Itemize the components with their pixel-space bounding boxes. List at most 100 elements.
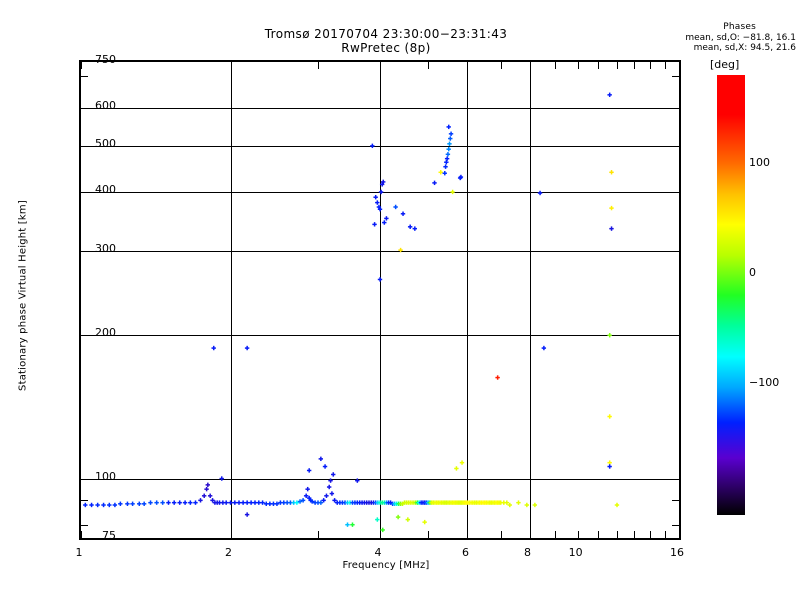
scatter-svg: [83, 92, 620, 533]
data-point: [380, 527, 385, 533]
data-point: [405, 517, 410, 522]
gridline-vertical: [530, 62, 531, 538]
data-point: [355, 500, 360, 505]
data-point: [328, 478, 333, 483]
data-point: [244, 500, 250, 505]
data-point: [459, 460, 465, 465]
data-point: [252, 500, 258, 505]
data-point: [447, 141, 452, 146]
axis-tick: [617, 62, 618, 69]
data-point: [537, 190, 543, 196]
data-point: [305, 486, 310, 492]
data-point: [375, 200, 380, 205]
axis-tick: [555, 531, 556, 538]
data-point: [324, 493, 329, 498]
data-point: [400, 501, 405, 506]
data-point: [355, 478, 360, 483]
data-point: [377, 277, 383, 282]
data-point: [448, 136, 453, 141]
data-point: [308, 498, 313, 503]
data-point: [442, 170, 447, 176]
axis-tick: [665, 62, 666, 69]
data-point: [524, 502, 529, 508]
gridline-vertical: [231, 62, 232, 538]
data-point: [278, 500, 283, 505]
axis-tick: [428, 62, 429, 69]
data-point: [322, 464, 328, 469]
data-point: [352, 500, 358, 505]
data-point: [198, 498, 203, 503]
colorbar-tick-label: 100: [749, 156, 770, 169]
data-point: [370, 143, 375, 149]
axis-tick: [501, 531, 502, 538]
data-point: [337, 500, 343, 505]
data-point: [516, 500, 521, 505]
data-point: [446, 124, 451, 130]
data-point: [329, 491, 335, 496]
axis-tick: [598, 62, 599, 69]
y-axis-title: Stationary phase Virtual Height [km]: [17, 200, 29, 391]
data-point: [382, 220, 387, 225]
data-point: [445, 152, 451, 157]
data-point: [154, 500, 159, 505]
data-point: [331, 472, 336, 477]
axis-tick: [380, 62, 381, 69]
data-point: [248, 500, 254, 505]
axis-tick: [530, 62, 531, 69]
axis-tick: [578, 531, 579, 538]
axis-tick: [428, 531, 429, 538]
data-point: [388, 500, 393, 505]
x-tick-label: 4: [374, 546, 382, 559]
data-point: [204, 486, 209, 492]
data-point: [101, 502, 106, 508]
data-point: [240, 500, 246, 505]
data-point: [407, 224, 413, 229]
data-point: [384, 216, 389, 221]
data-point: [504, 500, 509, 505]
y-tick-label: 75: [102, 529, 116, 542]
data-point: [454, 466, 459, 471]
x-tick-label: 2: [225, 546, 232, 559]
data-point: [137, 501, 142, 506]
data-point: [306, 495, 312, 501]
data-point: [107, 502, 112, 508]
phases-extraordinary-stats: mean, sd,X: 94.5, 21.6: [693, 43, 796, 53]
data-point: [148, 500, 153, 505]
data-point: [495, 375, 500, 380]
data-point: [284, 500, 290, 505]
data-point: [607, 333, 612, 338]
axis-tick: [81, 525, 88, 526]
data-point: [609, 226, 614, 231]
data-point: [359, 500, 365, 505]
y-tick-label: 200: [95, 326, 116, 340]
data-point: [281, 500, 286, 505]
axis-tick: [81, 531, 82, 538]
data-point: [614, 502, 620, 508]
data-point: [398, 247, 403, 253]
x-tick-label: 1: [75, 546, 83, 559]
data-point: [236, 500, 242, 505]
data-point: [267, 501, 273, 506]
data-point: [118, 501, 123, 506]
data-point: [357, 500, 362, 505]
y-tick-label: 600: [95, 99, 116, 113]
axis-tick: [598, 531, 599, 538]
data-point: [160, 500, 165, 505]
data-point: [271, 501, 276, 506]
axis-tick: [672, 192, 679, 193]
axis-tick: [81, 76, 88, 77]
data-point: [264, 501, 269, 506]
axis-tick: [231, 531, 232, 538]
data-point: [219, 476, 224, 481]
axis-tick: [81, 251, 88, 252]
axis-tick: [81, 192, 88, 193]
axis-tick: [81, 146, 88, 147]
axis-tick: [467, 531, 468, 538]
axis-tick: [555, 62, 556, 69]
data-point: [498, 500, 503, 505]
data-point: [318, 456, 324, 462]
data-point: [438, 170, 443, 175]
data-point: [345, 522, 350, 527]
data-point: [366, 500, 372, 505]
